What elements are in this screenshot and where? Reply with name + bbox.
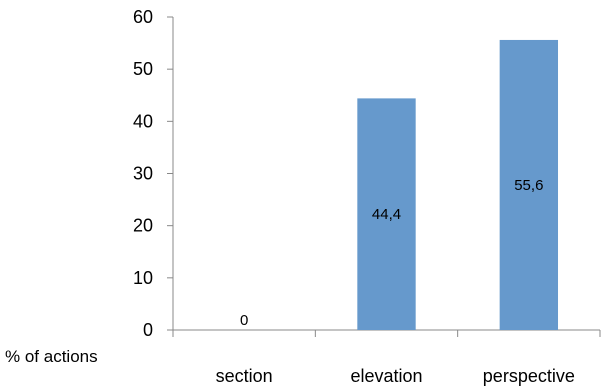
y-tick-label: 50 (133, 59, 153, 79)
data-label-section: 0 (240, 312, 248, 329)
data-label-elevation: 44,4 (372, 206, 401, 223)
y-axis-label: % of actions (5, 347, 98, 366)
y-tick-label: 10 (133, 268, 153, 288)
y-tick-label: 0 (143, 320, 153, 340)
y-tick-label: 40 (133, 111, 153, 131)
data-label-perspective: 55,6 (514, 177, 543, 194)
y-ticks: 0 10 20 30 40 50 60 (133, 7, 173, 340)
y-tick-label: 30 (133, 164, 153, 184)
bar-elevation (357, 98, 416, 330)
category-label-perspective: perspective (483, 366, 575, 386)
data-labels: 0 44,4 55,6 (240, 177, 543, 329)
category-label-section: section (216, 366, 273, 386)
y-tick-label: 20 (133, 216, 153, 236)
bar-perspective (499, 39, 559, 330)
y-tick-label: 60 (133, 7, 153, 27)
category-labels: section elevation perspective (216, 366, 575, 386)
category-label-elevation: elevation (350, 366, 422, 386)
bars (357, 39, 559, 330)
